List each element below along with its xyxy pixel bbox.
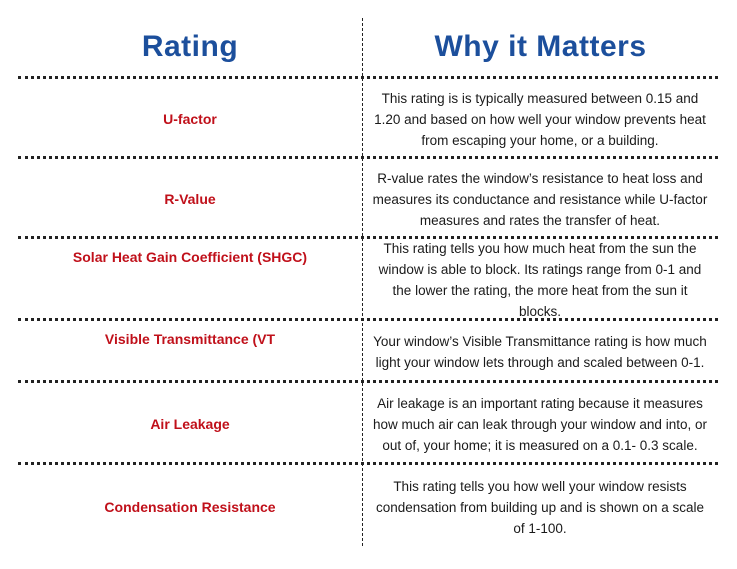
- rating-name: U-factor: [163, 111, 217, 127]
- table-row: Condensation Resistance This rating tell…: [18, 462, 718, 549]
- table-row: R-Value R-value rates the window’s resis…: [18, 156, 718, 239]
- rating-name: R-Value: [164, 191, 216, 207]
- header-rating: Rating: [141, 30, 239, 63]
- table-row: Air Leakage Air leakage is an important …: [18, 380, 718, 465]
- rating-name: Air Leakage: [150, 416, 230, 432]
- rating-description: Your window’s Visible Transmittance rati…: [373, 334, 707, 370]
- rating-name: Condensation Resistance: [104, 499, 276, 515]
- rating-name: Visible Transmittance (VT: [104, 331, 276, 347]
- rating-description: This rating tells you how much heat from…: [378, 241, 702, 319]
- table-row: Solar Heat Gain Coefficient (SHGC) This …: [18, 236, 718, 321]
- rating-description: This rating is is typically measured bet…: [374, 90, 706, 148]
- table-row: Visible Transmittance (VT Your window’s …: [18, 318, 718, 383]
- header-why-it-matters: Why it Matters: [434, 30, 647, 63]
- rating-name: Solar Heat Gain Coefficient (SHGC): [72, 249, 308, 265]
- column-divider: [362, 18, 363, 546]
- ratings-table: Rating Why it Matters U-factor This rati…: [18, 18, 718, 546]
- rating-description: Air leakage is an important rating becau…: [373, 395, 707, 453]
- table-row: U-factor This rating is is typically mea…: [18, 76, 718, 159]
- rating-description: R-value rates the window’s resistance to…: [372, 170, 708, 228]
- rating-description: This rating tells you how well your wind…: [376, 478, 704, 536]
